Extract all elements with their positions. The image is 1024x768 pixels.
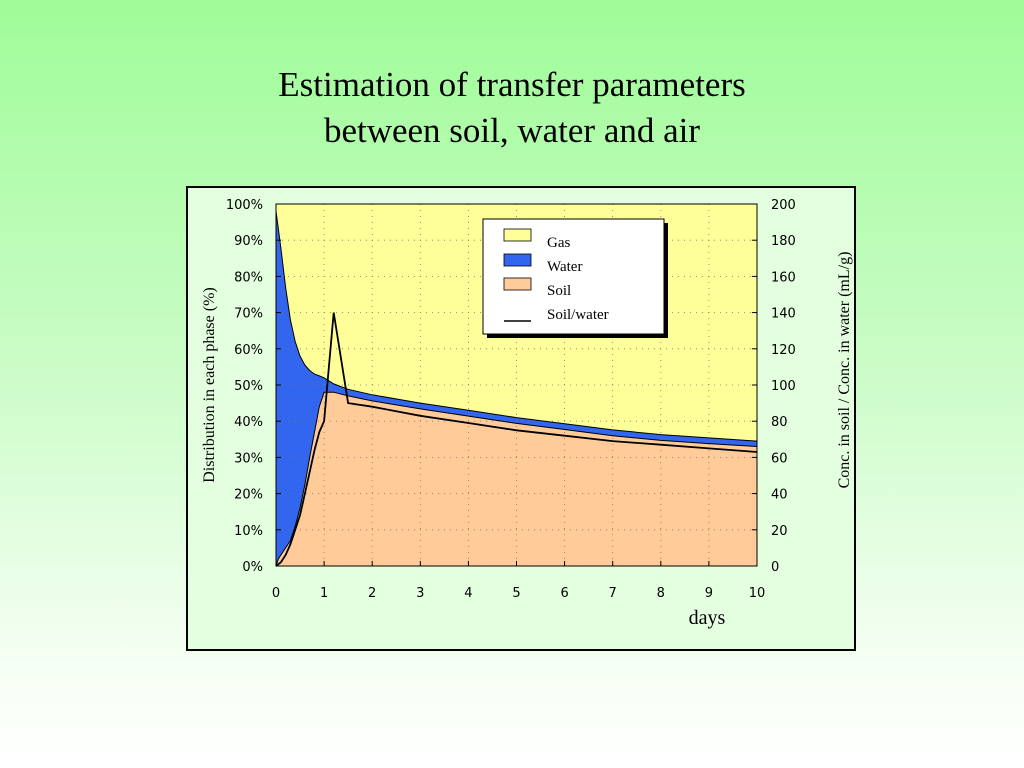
legend-swatch-gas bbox=[503, 228, 532, 242]
slide-title: Estimation of transfer parameters betwee… bbox=[0, 62, 1024, 154]
legend-label-water: Water bbox=[547, 259, 582, 275]
legend-label-soil-water: Soil/water bbox=[547, 307, 609, 323]
y-tick-label-right: 20 bbox=[771, 524, 788, 539]
y-tick-label-left: 60% bbox=[234, 343, 263, 358]
y-tick-label-left: 70% bbox=[234, 307, 263, 322]
y-tick-label-right: 100 bbox=[771, 379, 796, 394]
x-tick-label: 4 bbox=[464, 586, 472, 601]
y-tick-label-right: 60 bbox=[771, 451, 788, 466]
legend: Gas Water Soil Soil/water bbox=[482, 218, 668, 338]
y-axis-left-title: Distribution in each phase (%) bbox=[201, 287, 218, 483]
y-tick-label-left: 30% bbox=[234, 451, 263, 466]
boundary-soil-water bbox=[275, 391, 758, 567]
ticks bbox=[275, 203, 758, 567]
x-axis-title: days bbox=[689, 607, 726, 629]
area-soil bbox=[276, 392, 757, 566]
y-tick-label-right: 0 bbox=[771, 560, 779, 575]
chart-frame: 0 1 2 3 4 5 6 7 8 9 10 0% 0 10% 20 20% 40 30% 60 40% 80 50% 10… bbox=[186, 186, 856, 651]
x-tick-label: 5 bbox=[512, 586, 520, 601]
y-tick-label-left: 20% bbox=[234, 488, 263, 503]
legend-label-soil: Soil bbox=[547, 283, 571, 299]
x-tick-label: 7 bbox=[609, 586, 617, 601]
y-tick-label-left: 50% bbox=[234, 379, 263, 394]
y-tick-label-left: 10% bbox=[234, 524, 263, 539]
y-tick-label-right: 40 bbox=[771, 488, 788, 503]
y-tick-label-right: 120 bbox=[771, 343, 796, 358]
y-tick-label-left: 40% bbox=[234, 415, 263, 430]
x-tick-label: 10 bbox=[749, 586, 766, 601]
x-tick-label: 0 bbox=[272, 586, 280, 601]
y-tick-label-left: 80% bbox=[234, 270, 263, 285]
y-tick-label-left: 90% bbox=[234, 234, 263, 249]
y-tick-label-right: 160 bbox=[771, 270, 796, 285]
x-tick-label: 8 bbox=[657, 586, 665, 601]
plot-lines bbox=[275, 211, 758, 567]
y-tick-label-right: 200 bbox=[771, 198, 796, 213]
legend-label-gas: Gas bbox=[547, 235, 570, 251]
x-tick-label: 6 bbox=[560, 586, 568, 601]
legend-swatch-water bbox=[503, 253, 532, 267]
title-line-2: between soil, water and air bbox=[323, 111, 701, 150]
boundary-water-gas bbox=[275, 211, 758, 442]
x-tick-label: 1 bbox=[320, 586, 328, 601]
legend-swatch-soil bbox=[503, 277, 532, 291]
y-tick-label-right: 80 bbox=[771, 415, 788, 430]
y-tick-label-left: 0% bbox=[242, 560, 263, 575]
y-tick-label-right: 140 bbox=[771, 307, 796, 322]
x-tick-label: 3 bbox=[416, 586, 424, 601]
title-line-1: Estimation of transfer parameters bbox=[278, 65, 746, 104]
x-tick-label: 9 bbox=[705, 586, 713, 601]
y-axis-right-title: Conc. in soil / Conc. in water (mL/g) bbox=[836, 252, 853, 489]
y-tick-label-left: 100% bbox=[226, 198, 263, 213]
series-soil-water-line bbox=[275, 312, 758, 567]
x-tick-label: 2 bbox=[368, 586, 376, 601]
y-tick-label-right: 180 bbox=[771, 234, 796, 249]
